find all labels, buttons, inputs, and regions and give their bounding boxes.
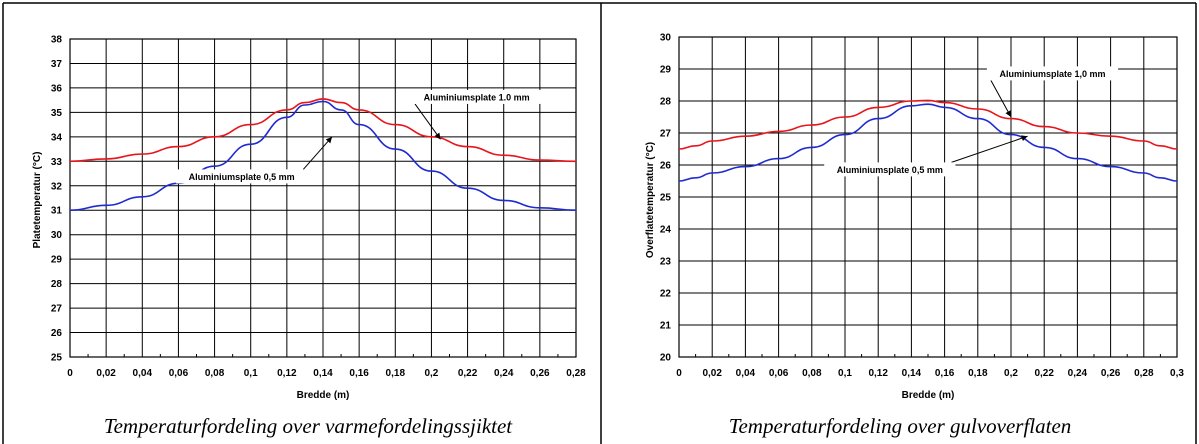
x-tick-label: 0,3 bbox=[1170, 368, 1184, 379]
annotation-arrow-line bbox=[302, 136, 333, 170]
annotation-arrow-line bbox=[990, 80, 1012, 118]
y-tick-label: 31 bbox=[51, 206, 63, 217]
x-tick-label: 0,22 bbox=[1034, 368, 1054, 379]
caption-right: Temperaturfordeling over gulvoverflaten bbox=[729, 414, 1072, 438]
annotation-box bbox=[986, 66, 1119, 81]
x-tick-label: 0,06 bbox=[769, 368, 789, 379]
x-tick-label: 0,26 bbox=[530, 368, 550, 379]
y-tick-label: 23 bbox=[660, 257, 672, 268]
x-tick-label: 0,04 bbox=[736, 368, 756, 379]
series-line-1mm bbox=[678, 99, 1178, 150]
y-tick-label: 27 bbox=[660, 129, 672, 140]
annotation-box bbox=[824, 162, 956, 177]
y-tick-label: 34 bbox=[51, 132, 63, 143]
y-tick-label: 27 bbox=[51, 304, 63, 315]
x-tick-label: 0,12 bbox=[277, 368, 297, 379]
x-tick-label: 0,2 bbox=[424, 368, 438, 379]
x-tick-label: 0,14 bbox=[902, 368, 922, 379]
x-tick-label: 0 bbox=[676, 368, 682, 379]
y-axis-title-right: Overflatetemperatur (°C) bbox=[645, 142, 656, 258]
x-tick-label: 0,08 bbox=[205, 368, 225, 379]
x-tick-label: 0,16 bbox=[349, 368, 369, 379]
y-tick-label: 20 bbox=[660, 353, 672, 364]
series-line-05mm bbox=[69, 100, 577, 211]
x-tick-label: 0,28 bbox=[1134, 368, 1154, 379]
series-line-05mm bbox=[678, 103, 1178, 182]
y-tick-label: 28 bbox=[660, 97, 672, 108]
x-axis-title-left: Bredde (m) bbox=[297, 390, 350, 401]
chart-surface-temperature: Temperaturfordeling over gulvoverflaten … bbox=[645, 33, 1184, 439]
x-tick-label: 0,08 bbox=[802, 368, 822, 379]
y-tick-label: 33 bbox=[51, 157, 63, 168]
y-tick-label: 25 bbox=[51, 353, 63, 364]
annotation-arrow-head bbox=[325, 136, 333, 144]
x-tick-label: 0,24 bbox=[1068, 368, 1088, 379]
annotation-label: Aluminiumsplate 0,5 mm bbox=[189, 172, 295, 182]
annotation-box bbox=[176, 169, 308, 184]
y-tick-label: 38 bbox=[51, 35, 63, 46]
annotation-label: Aluminiumsplate 0,5 mm bbox=[837, 165, 943, 175]
annotation-arrow-line bbox=[951, 135, 1028, 163]
x-tick-label: 0,12 bbox=[868, 368, 888, 379]
annotation-arrow-head bbox=[1005, 110, 1011, 117]
x-tick-label: 0,16 bbox=[935, 368, 955, 379]
y-tick-label: 32 bbox=[51, 181, 63, 192]
y-tick-label: 25 bbox=[660, 193, 672, 204]
annotation-label: Aluminiumsplate 1.0 mm bbox=[424, 92, 530, 102]
x-axis-title-right: Bredde (m) bbox=[902, 390, 955, 401]
y-tick-label: 37 bbox=[51, 59, 63, 70]
x-tick-label: 0,1 bbox=[838, 368, 852, 379]
x-tick-label: 0,28 bbox=[566, 368, 586, 379]
y-tick-label: 28 bbox=[51, 279, 63, 290]
annotation-arrow-head bbox=[1020, 135, 1028, 141]
y-tick-label: 26 bbox=[51, 328, 63, 339]
x-tick-label: 0,22 bbox=[458, 368, 478, 379]
y-tick-label: 29 bbox=[51, 255, 63, 266]
y-axis-title-left: Platetemperatur (°C) bbox=[32, 152, 43, 249]
chart-plate-temperature: Temperaturfordeling over varmefordelings… bbox=[32, 35, 586, 439]
annotation-box bbox=[411, 89, 543, 104]
y-tick-label: 26 bbox=[660, 161, 672, 172]
y-tick-label: 21 bbox=[660, 321, 672, 332]
annotation-label: Aluminiumsplate 1,0 mm bbox=[999, 69, 1105, 79]
y-tick-label: 36 bbox=[51, 83, 63, 94]
x-tick-label: 0,06 bbox=[169, 368, 189, 379]
x-tick-label: 0,18 bbox=[386, 368, 406, 379]
x-tick-label: 0,26 bbox=[1101, 368, 1121, 379]
x-tick-label: 0 bbox=[67, 368, 73, 379]
y-tick-label: 22 bbox=[660, 289, 672, 300]
x-tick-label: 0,14 bbox=[313, 368, 333, 379]
annotation-arrow-line bbox=[414, 103, 441, 140]
y-tick-label: 24 bbox=[660, 225, 672, 236]
x-tick-label: 0,2 bbox=[1004, 368, 1018, 379]
x-tick-label: 0,24 bbox=[494, 368, 514, 379]
y-tick-label: 30 bbox=[51, 230, 63, 241]
series-line-1mm bbox=[69, 98, 577, 163]
y-tick-label: 35 bbox=[51, 108, 63, 119]
caption-left: Temperaturfordeling over varmefordelings… bbox=[104, 414, 513, 438]
x-tick-label: 0,02 bbox=[96, 368, 116, 379]
annotation-arrow-head bbox=[434, 132, 441, 140]
x-tick-label: 0,1 bbox=[244, 368, 258, 379]
x-tick-label: 0,18 bbox=[968, 368, 988, 379]
x-tick-label: 0,02 bbox=[702, 368, 722, 379]
x-tick-label: 0,04 bbox=[133, 368, 153, 379]
y-tick-label: 29 bbox=[660, 65, 672, 76]
y-tick-label: 30 bbox=[660, 33, 672, 44]
